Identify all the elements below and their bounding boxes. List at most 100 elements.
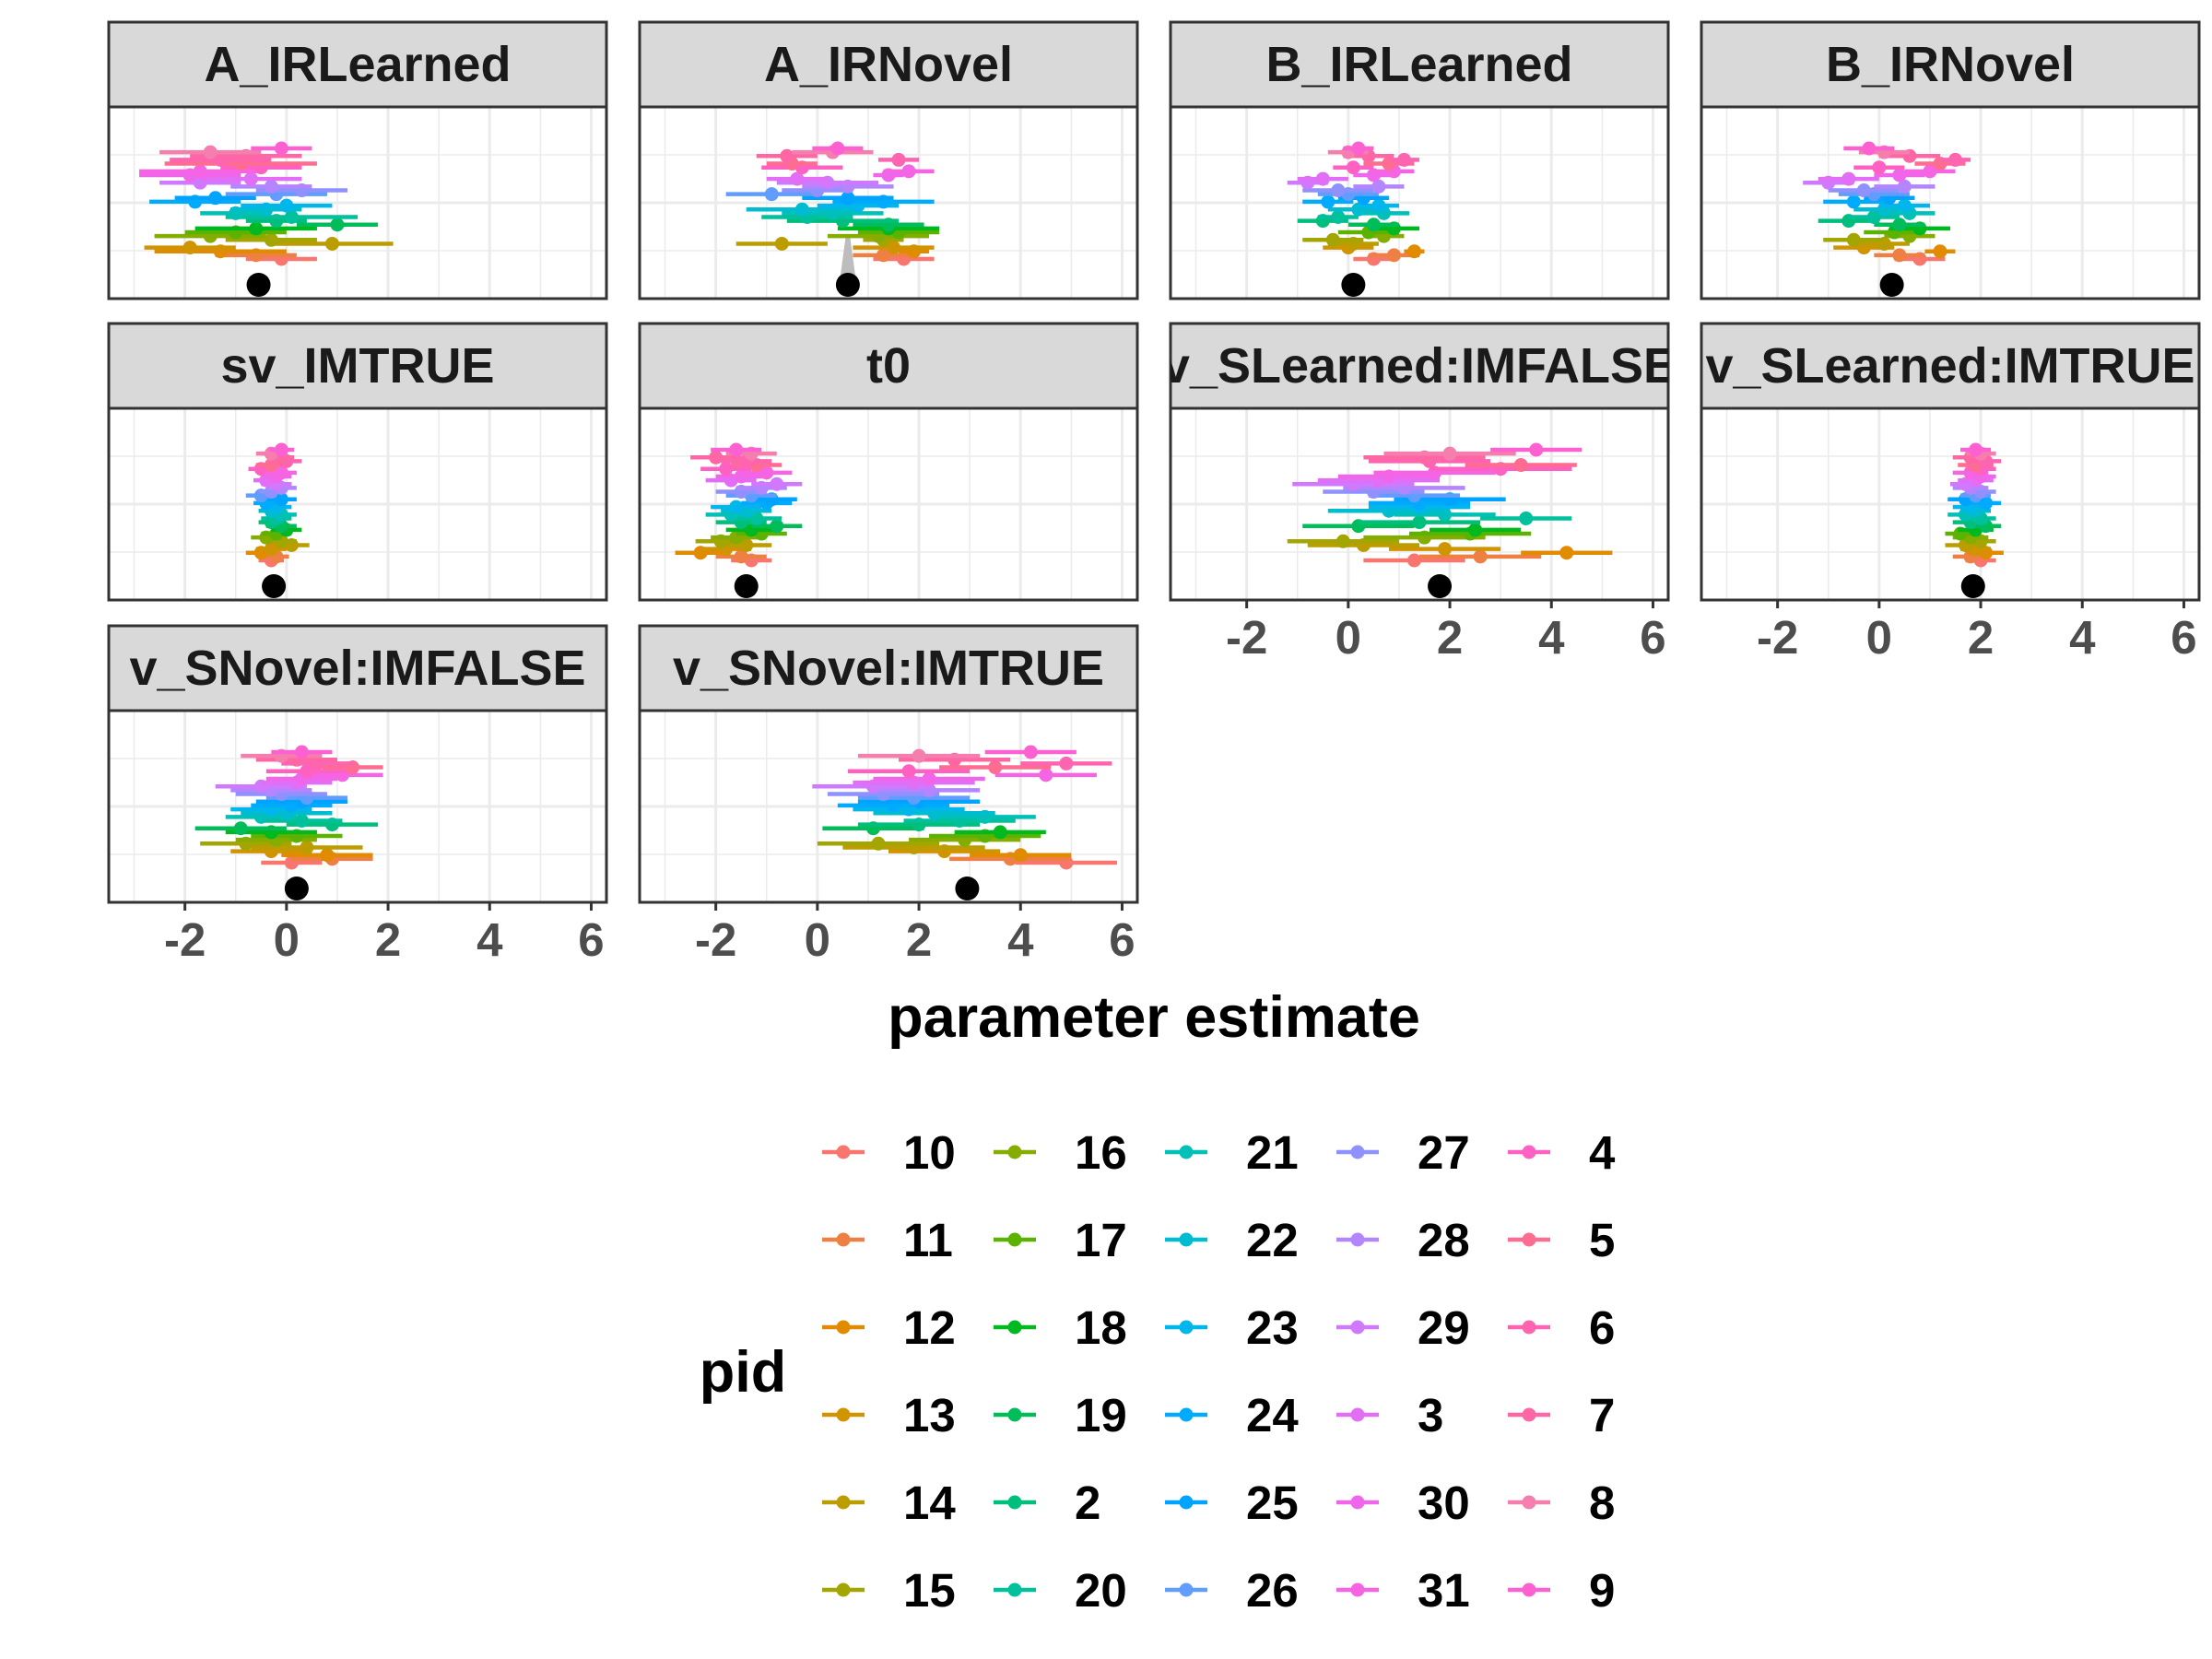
legend-key-point xyxy=(1522,1320,1536,1335)
legend-label: 22 xyxy=(1246,1214,1299,1266)
group-estimate-point xyxy=(1428,574,1453,598)
x-tick-label: -2 xyxy=(1757,611,1798,664)
group-estimate-point xyxy=(284,877,309,900)
panel-border xyxy=(107,105,608,300)
facet-strip xyxy=(638,20,1139,109)
legend-label: 14 xyxy=(903,1477,956,1529)
legend-key-point xyxy=(1522,1495,1536,1510)
legend-key-point xyxy=(836,1145,851,1159)
point-pid-8 xyxy=(1442,446,1457,461)
point-pid-7 xyxy=(709,450,724,465)
facet-strip-label: v_SNovel:IMTRUE xyxy=(673,641,1104,696)
legend-label: 27 xyxy=(1418,1126,1470,1179)
point-pid-4 xyxy=(901,764,916,779)
point-pid-26 xyxy=(764,187,779,202)
facet-b-irlearned: B_IRLearned xyxy=(1169,20,1670,300)
point-pid-3 xyxy=(243,171,258,186)
point-pid-11 xyxy=(1892,248,1907,263)
legend-item-17: 17 xyxy=(994,1214,1127,1266)
legend-key-point xyxy=(1522,1407,1536,1422)
participant-estimates xyxy=(1287,141,1425,266)
facet-strip xyxy=(107,624,608,712)
point-pid-9 xyxy=(1969,442,1983,457)
point-pid-11 xyxy=(734,549,748,564)
point-pid-6 xyxy=(891,152,906,167)
facet-a-irnovel: A_IRNovel xyxy=(638,20,1139,300)
point-pid-30 xyxy=(1892,168,1907,182)
legend-item-22: 22 xyxy=(1165,1214,1299,1266)
point-pid-4 xyxy=(719,462,734,477)
x-tick-label: 6 xyxy=(578,913,604,966)
panel-border xyxy=(1169,105,1670,300)
participant-estimates xyxy=(194,745,383,870)
legend-label: 31 xyxy=(1418,1564,1470,1617)
group-estimate-point xyxy=(1341,273,1366,297)
x-axis-title: parameter estimate xyxy=(888,985,1420,1050)
point-pid-29 xyxy=(770,477,784,491)
legend-key-point xyxy=(1350,1407,1365,1422)
panel-border xyxy=(107,709,608,904)
point-pid-25 xyxy=(841,191,855,206)
legend-item-24: 24 xyxy=(1165,1389,1299,1441)
point-pid-20 xyxy=(1519,511,1534,525)
facet-strip-label: v_SLearned:IMFALSE xyxy=(1162,338,1677,394)
x-tick-label: 0 xyxy=(805,913,830,966)
facet-strip xyxy=(1700,20,2201,109)
legend-label: 15 xyxy=(903,1564,956,1617)
panel-border xyxy=(638,105,1139,300)
legend-label: 4 xyxy=(1589,1126,1616,1179)
legend-label: 29 xyxy=(1418,1301,1470,1354)
point-pid-6 xyxy=(1396,152,1411,167)
legend-key-point xyxy=(836,1495,851,1510)
facet-sv-imtrue: sv_IMTRUE xyxy=(107,322,608,602)
legend-item-3: 3 xyxy=(1336,1389,1443,1441)
point-pid-3 xyxy=(1315,171,1330,186)
participant-estimates xyxy=(1803,141,1971,266)
point-pid-11 xyxy=(1473,549,1488,564)
point-pid-18 xyxy=(993,825,1007,840)
x-tick-label: 4 xyxy=(2069,611,2096,664)
point-pid-14 xyxy=(324,236,339,251)
point-pid-20 xyxy=(1331,209,1346,224)
point-pid-12 xyxy=(1933,244,1947,259)
legend-label: 2 xyxy=(1075,1477,1100,1529)
point-pid-19 xyxy=(1366,218,1381,232)
legend-key-point xyxy=(836,1583,851,1597)
legend-key-point xyxy=(1007,1320,1022,1335)
legend-key-point xyxy=(1179,1583,1194,1597)
legend-item-16: 16 xyxy=(994,1126,1127,1179)
point-pid-20 xyxy=(294,813,309,828)
x-tick-label: 0 xyxy=(274,913,300,966)
legend-item-7: 7 xyxy=(1508,1389,1615,1441)
legend-item-18: 18 xyxy=(994,1301,1127,1354)
legend-item-2: 2 xyxy=(994,1477,1100,1529)
legend-label: 28 xyxy=(1418,1214,1470,1266)
point-pid-15 xyxy=(1335,534,1350,548)
point-pid-3 xyxy=(790,171,805,186)
point-pid-9 xyxy=(729,442,744,457)
point-pid-9 xyxy=(1862,141,1877,156)
facet-strip-label: t0 xyxy=(866,338,911,394)
point-pid-28 xyxy=(264,179,278,194)
participant-estimates xyxy=(139,141,394,266)
point-pid-19 xyxy=(770,519,784,534)
legend-item-30: 30 xyxy=(1336,1477,1470,1529)
legend-item-4: 4 xyxy=(1508,1126,1616,1179)
legend-key-point xyxy=(1522,1232,1536,1247)
x-tick-label: 4 xyxy=(1538,611,1565,664)
legend-key-point xyxy=(1007,1145,1022,1159)
legend-item-12: 12 xyxy=(822,1301,956,1354)
point-pid-20 xyxy=(1866,209,1881,224)
facet-strip-label: B_IRLearned xyxy=(1265,37,1572,92)
legend-item-27: 27 xyxy=(1336,1126,1470,1179)
legend-label: 21 xyxy=(1246,1126,1299,1179)
group-estimate-point xyxy=(1960,574,1985,598)
legend-item-13: 13 xyxy=(822,1389,956,1441)
point-pid-11 xyxy=(876,248,890,263)
panel-border xyxy=(1700,406,2201,602)
legend-label: 8 xyxy=(1589,1477,1615,1529)
x-axis-v-snovel-imtrue: -2 0 2 4 6 xyxy=(695,902,1135,966)
point-pid-23 xyxy=(1371,198,1386,213)
group-estimate-point xyxy=(835,273,860,297)
